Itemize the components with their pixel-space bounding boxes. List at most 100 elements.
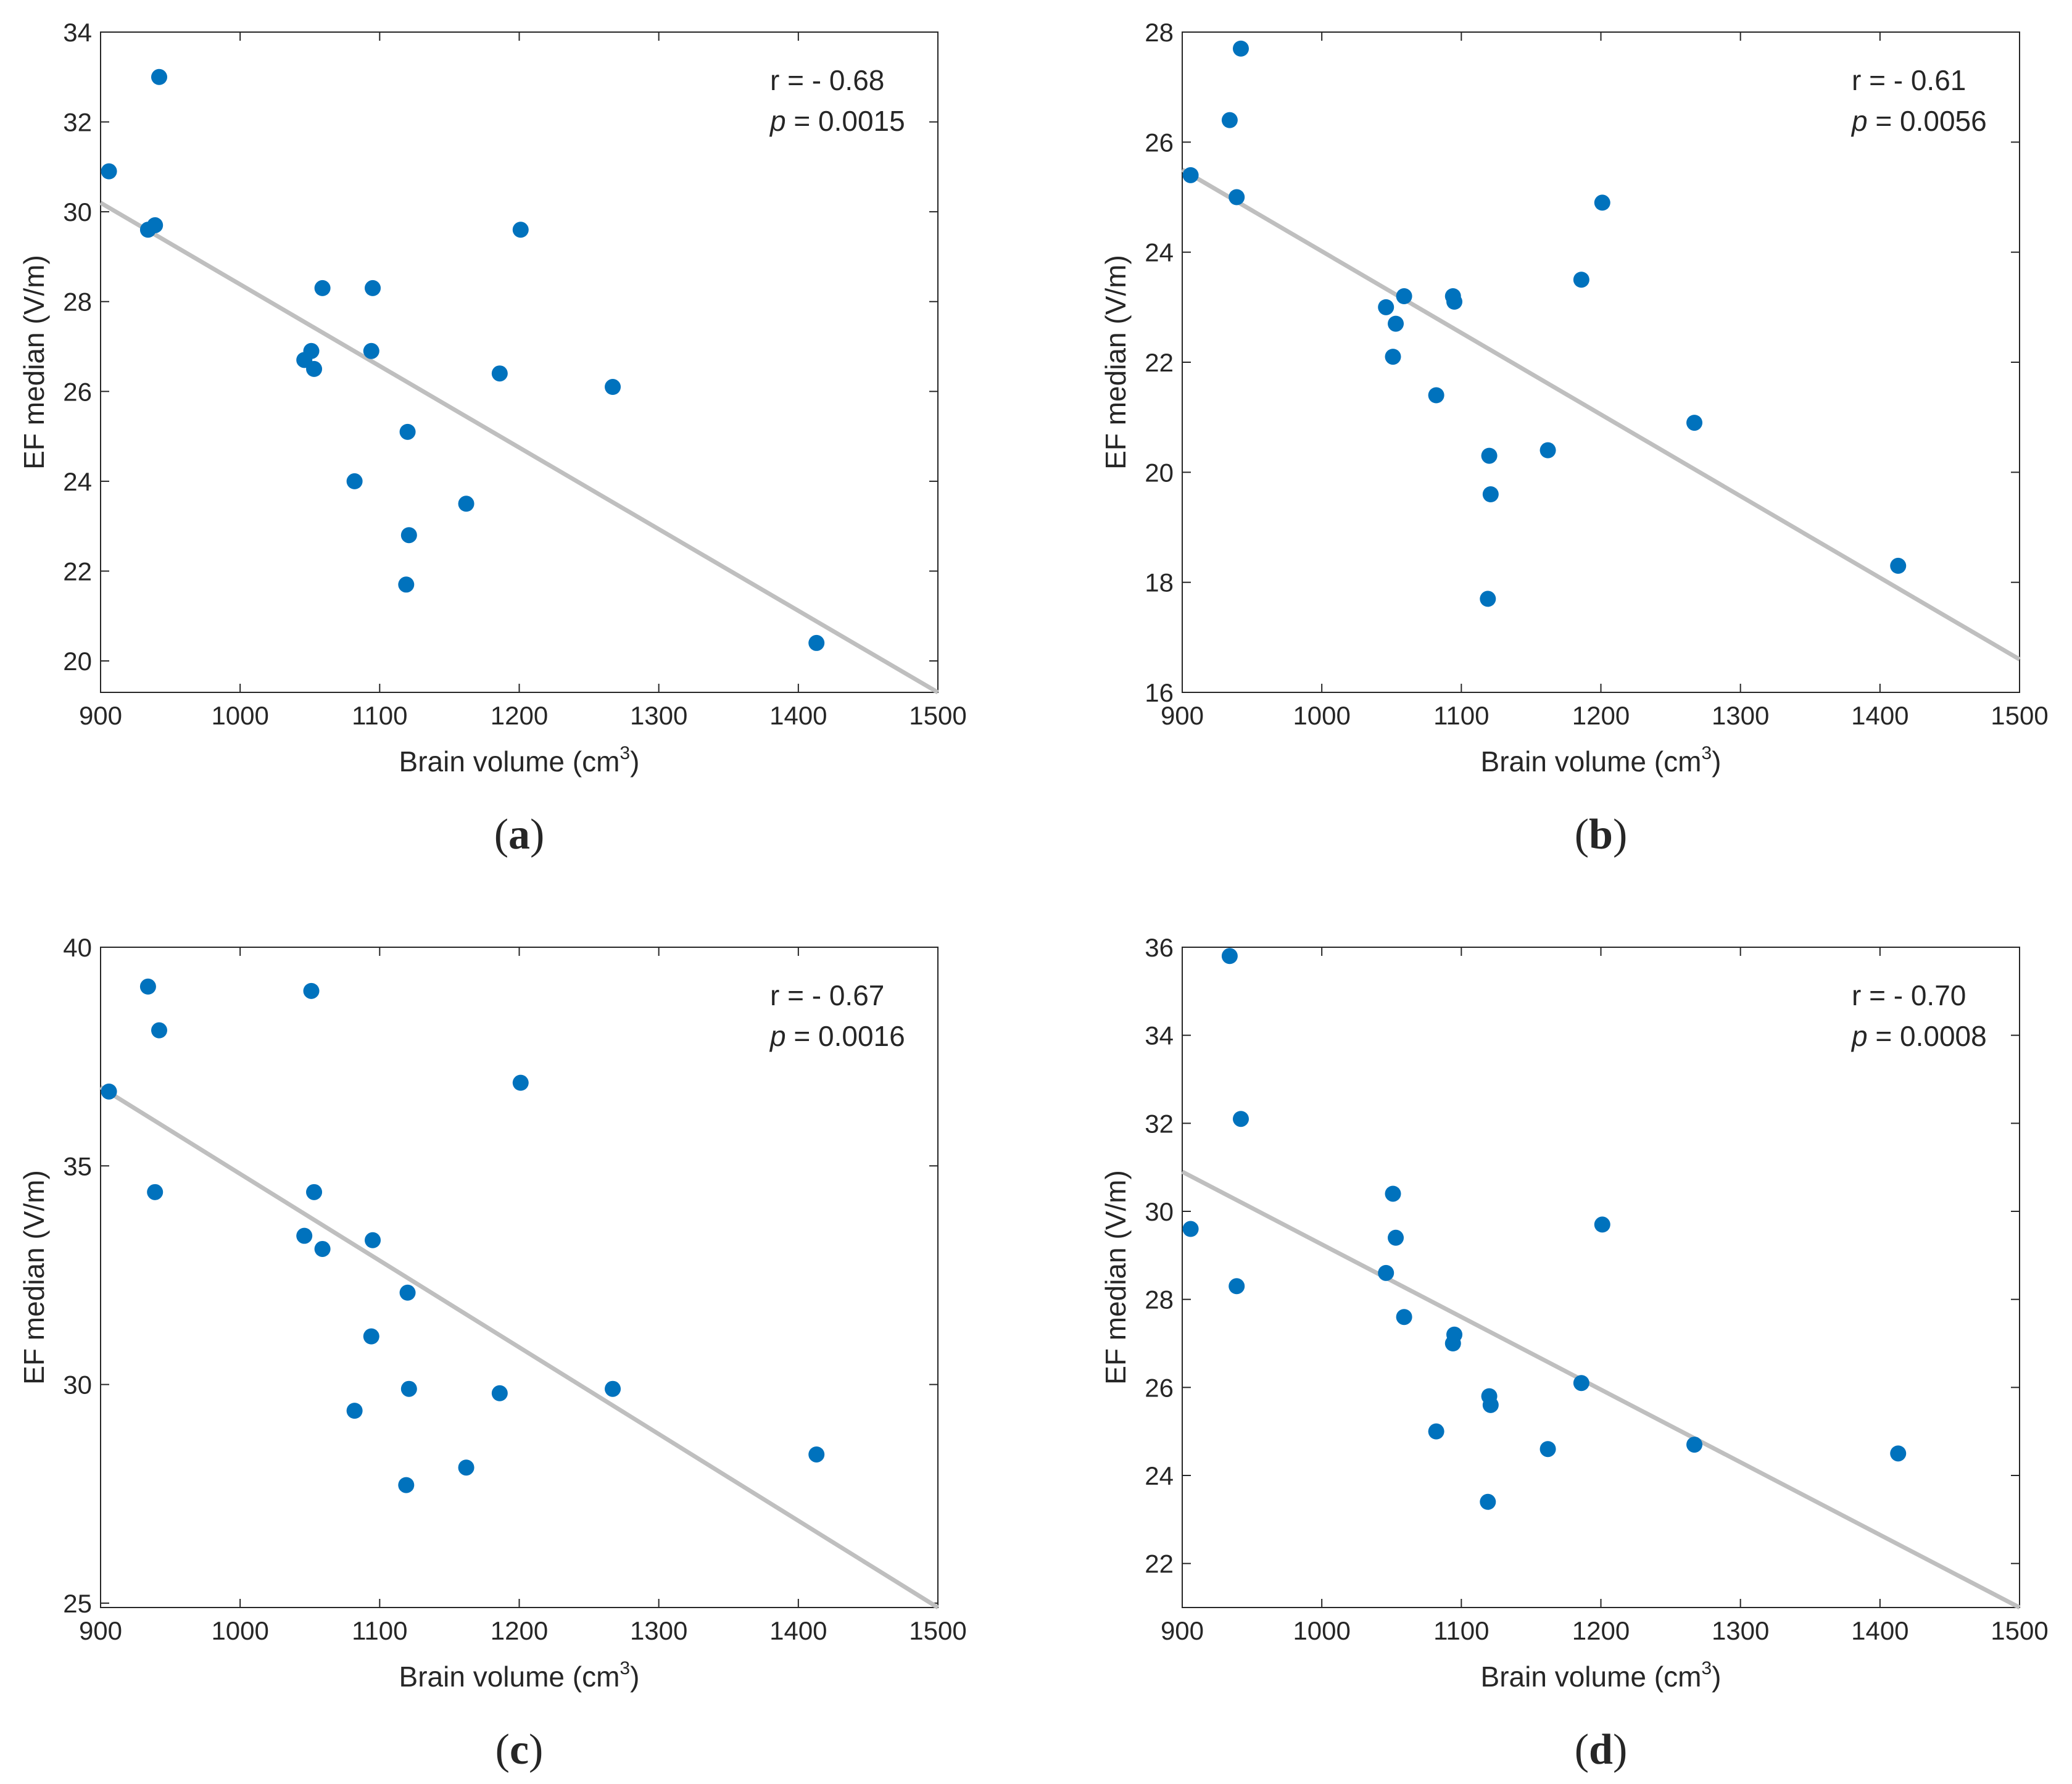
y-tick-label: 30 — [63, 1371, 92, 1400]
panel-label-open-paren: ( — [495, 1726, 510, 1774]
y-tick-label: 24 — [63, 467, 92, 496]
panel-d: 900 1000 1100 1200 1300 1400 1500 22 24 26 28 30 32 3… — [1100, 933, 2049, 1774]
data-point — [1182, 1221, 1199, 1237]
y-tick-label: 26 — [63, 377, 92, 406]
data-point — [363, 1328, 379, 1345]
y-tick-label: 26 — [1145, 1373, 1174, 1402]
panel-label-close-paren: ) — [530, 811, 544, 858]
x-axis-label-superscript: 3 — [620, 1658, 630, 1678]
data-point — [303, 982, 320, 999]
x-axis-label-text: Brain volume (cm — [1481, 745, 1702, 778]
p-value-number: = 0.0015 — [786, 105, 905, 137]
data-point — [139, 978, 156, 995]
data-point — [1221, 112, 1238, 128]
data-point — [1686, 1437, 1703, 1453]
data-point — [1539, 1441, 1556, 1458]
x-tick-label: 1500 — [1991, 701, 2048, 730]
p-value: p = 0.0056 — [1850, 105, 1987, 137]
data-point — [1539, 442, 1556, 458]
data-point — [399, 423, 416, 440]
y-tick-label: 32 — [63, 108, 92, 137]
x-tick-label: 1300 — [630, 1616, 687, 1645]
data-point — [1396, 288, 1412, 304]
x-tick-label: 1000 — [1293, 1616, 1350, 1645]
y-tick-label: 18 — [1145, 568, 1174, 597]
regression-line — [1181, 167, 2021, 662]
data-point — [1385, 349, 1401, 365]
y-tick-label: 40 — [63, 933, 92, 962]
y-tick-label: 25 — [63, 1589, 92, 1618]
p-value: p = 0.0008 — [1850, 1020, 1987, 1052]
x-tick-label: 1400 — [1851, 1616, 1908, 1645]
y-tick-label: 36 — [1145, 933, 1174, 962]
x-axis-label: Brain volume (cm3) — [1481, 1658, 1722, 1693]
data-point — [808, 1446, 825, 1462]
y-tick-label: 22 — [1145, 348, 1174, 377]
x-axis-label-suffix: ) — [1712, 1661, 1721, 1693]
data-point — [147, 217, 164, 233]
y-axis-label: EF median (V/m) — [1100, 1170, 1132, 1385]
x-axis-label: Brain volume (cm3) — [399, 743, 640, 778]
x-axis-label: Brain volume (cm3) — [1481, 743, 1722, 778]
data-point — [1481, 447, 1498, 464]
x-axis-label-suffix: ) — [1712, 745, 1721, 778]
data-point — [491, 365, 508, 382]
p-value-symbol: p — [1850, 1020, 1868, 1052]
y-tick-label: 32 — [1145, 1109, 1174, 1138]
data-point — [1890, 557, 1907, 574]
x-tick-label: 1100 — [1433, 701, 1489, 730]
data-point — [605, 1380, 621, 1397]
panel-label-open-paren: ( — [1575, 811, 1589, 858]
data-point — [808, 634, 825, 651]
y-tick-label: 28 — [63, 288, 92, 317]
data-point — [306, 1184, 323, 1200]
x-tick-label: 1400 — [1851, 701, 1908, 730]
data-point — [1396, 1309, 1412, 1326]
data-point — [1446, 293, 1463, 310]
data-point — [1388, 315, 1404, 332]
panel-label: (d) — [1575, 1726, 1628, 1774]
x-tick-label: 900 — [1161, 1616, 1204, 1645]
regression-line — [99, 201, 939, 695]
data-point — [1480, 591, 1496, 607]
x-tick-label: 1400 — [769, 1616, 827, 1645]
y-tick-label: 20 — [1145, 458, 1174, 487]
y-tick-label: 34 — [1145, 1021, 1174, 1050]
x-tick-label: 1500 — [909, 701, 966, 730]
y-tick-label: 16 — [1145, 678, 1174, 707]
y-axis-label: EF median (V/m) — [1100, 255, 1132, 470]
panel-c: 900 1000 1100 1200 1300 1400 1500 25 30 35 40 Brain… — [18, 933, 967, 1774]
data-point — [151, 1022, 167, 1039]
data-point — [306, 360, 323, 377]
data-point — [147, 1184, 164, 1200]
data-point — [1232, 1111, 1249, 1127]
x-tick-label: 1100 — [352, 1616, 407, 1645]
x-tick-label: 1200 — [1572, 701, 1630, 730]
x-tick-label: 1000 — [211, 701, 268, 730]
y-tick-label: 30 — [1145, 1197, 1174, 1226]
data-point — [1480, 1493, 1496, 1510]
p-value-number: = 0.0056 — [1868, 105, 1987, 137]
x-axis-label-suffix: ) — [630, 745, 639, 778]
y-tick-label: 35 — [63, 1151, 92, 1180]
x-tick-label: 1400 — [769, 701, 827, 730]
x-tick-label: 1100 — [352, 701, 407, 730]
data-point — [1594, 194, 1610, 211]
panel-a: 900 1000 1100 1200 1300 1400 1500 20 22 24 26 28 30 3… — [18, 18, 967, 858]
data-point — [303, 342, 320, 359]
x-axis-label-superscript: 3 — [620, 743, 630, 763]
y-tick-label: 30 — [63, 197, 92, 226]
data-point — [101, 1083, 117, 1100]
data-point — [458, 1459, 474, 1476]
correlation-r: r = - 0.61 — [1852, 64, 1966, 96]
data-point — [1573, 1375, 1589, 1392]
panel-label-close-paren: ) — [1613, 1726, 1627, 1774]
data-point — [101, 163, 117, 180]
correlation-r: r = - 0.67 — [770, 979, 884, 1011]
data-point — [314, 280, 331, 296]
data-point — [365, 280, 381, 296]
x-axis-label: Brain volume (cm3) — [399, 1658, 640, 1693]
x-tick-label: 900 — [79, 701, 122, 730]
x-axis-label-suffix: ) — [630, 1661, 639, 1693]
